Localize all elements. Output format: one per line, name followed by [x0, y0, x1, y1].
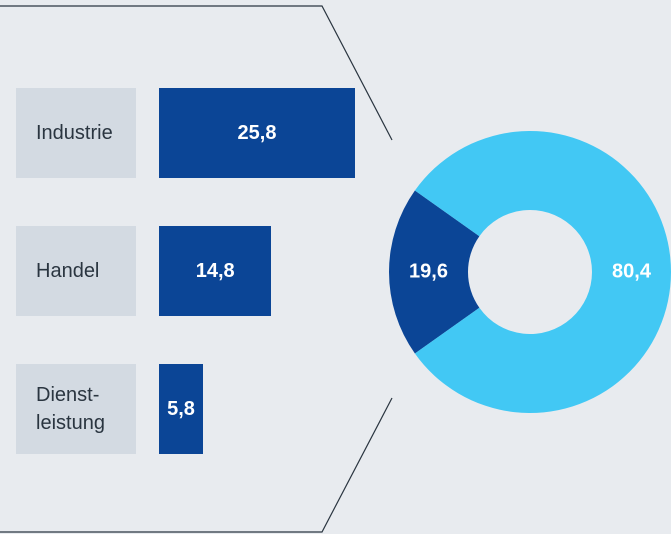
- category-label: Handel: [16, 226, 136, 316]
- category-label: Dienst- leistung: [16, 364, 136, 454]
- donut-slice: [389, 190, 480, 354]
- bar: 25,8: [159, 88, 355, 178]
- connector-line: [0, 5, 393, 141]
- bar: 14,8: [159, 226, 272, 316]
- data-label: 80,4: [612, 260, 652, 282]
- bar: 5,8: [159, 364, 204, 454]
- category-label: Industrie: [16, 88, 136, 178]
- connector-line: [0, 397, 393, 533]
- data-label: 19,6: [409, 260, 448, 282]
- donut-slice: [414, 131, 671, 414]
